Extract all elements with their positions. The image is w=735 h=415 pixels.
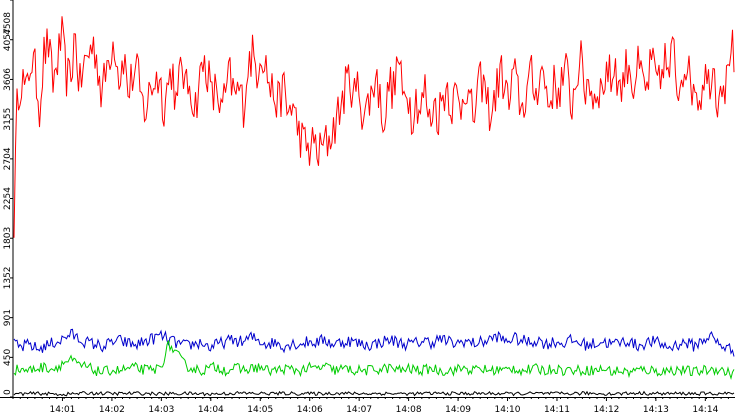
y-tick-label: 1803 — [3, 227, 13, 250]
x-tick-label: 14:14 — [692, 405, 718, 415]
y-tick-label: 4057 — [3, 28, 13, 51]
x-tick-label: 14:12 — [593, 405, 619, 415]
axis-layer — [0, 0, 735, 398]
x-tick-label: 14:13 — [643, 405, 669, 415]
y-tick-label: 2254 — [3, 187, 13, 210]
x-tick-label: 14:01 — [49, 405, 75, 415]
x-tick-label: 14:11 — [544, 405, 570, 415]
x-tick-label: 14:10 — [495, 405, 521, 415]
x-tick-label: 14:04 — [198, 405, 224, 415]
x-tick-label: 14:05 — [247, 405, 273, 415]
series-line-4 — [13, 390, 735, 397]
y-tick-label: 3606 — [3, 68, 13, 91]
x-tick-label: 14:09 — [445, 405, 471, 415]
y-tick-label: 3155 — [3, 108, 13, 131]
y-tick-label: 2704 — [3, 147, 13, 170]
y-tick-label: 4508 — [3, 12, 13, 35]
y-tick-label: 901 — [3, 309, 13, 326]
x-tick-labels: 14:01 14:02 14:03 14:04 14:05 14:06 14:07 14:08… — [12, 397, 729, 415]
y-tick-label: 450 — [3, 349, 13, 366]
series-line-3 — [13, 340, 735, 381]
x-tick-label: 14:02 — [99, 405, 125, 415]
x-tick-label: 14:07 — [346, 405, 372, 415]
x-tick-label: 14:06 — [297, 405, 323, 415]
x-tick-label: 14:03 — [148, 405, 174, 415]
series-line-2 — [13, 328, 735, 357]
y-tick-label: 0 — [3, 389, 13, 395]
series-line-1 — [13, 16, 735, 238]
y-tick-label: 1352 — [3, 266, 13, 289]
x-tick-label: 14:08 — [396, 405, 422, 415]
series-layer — [13, 16, 735, 397]
